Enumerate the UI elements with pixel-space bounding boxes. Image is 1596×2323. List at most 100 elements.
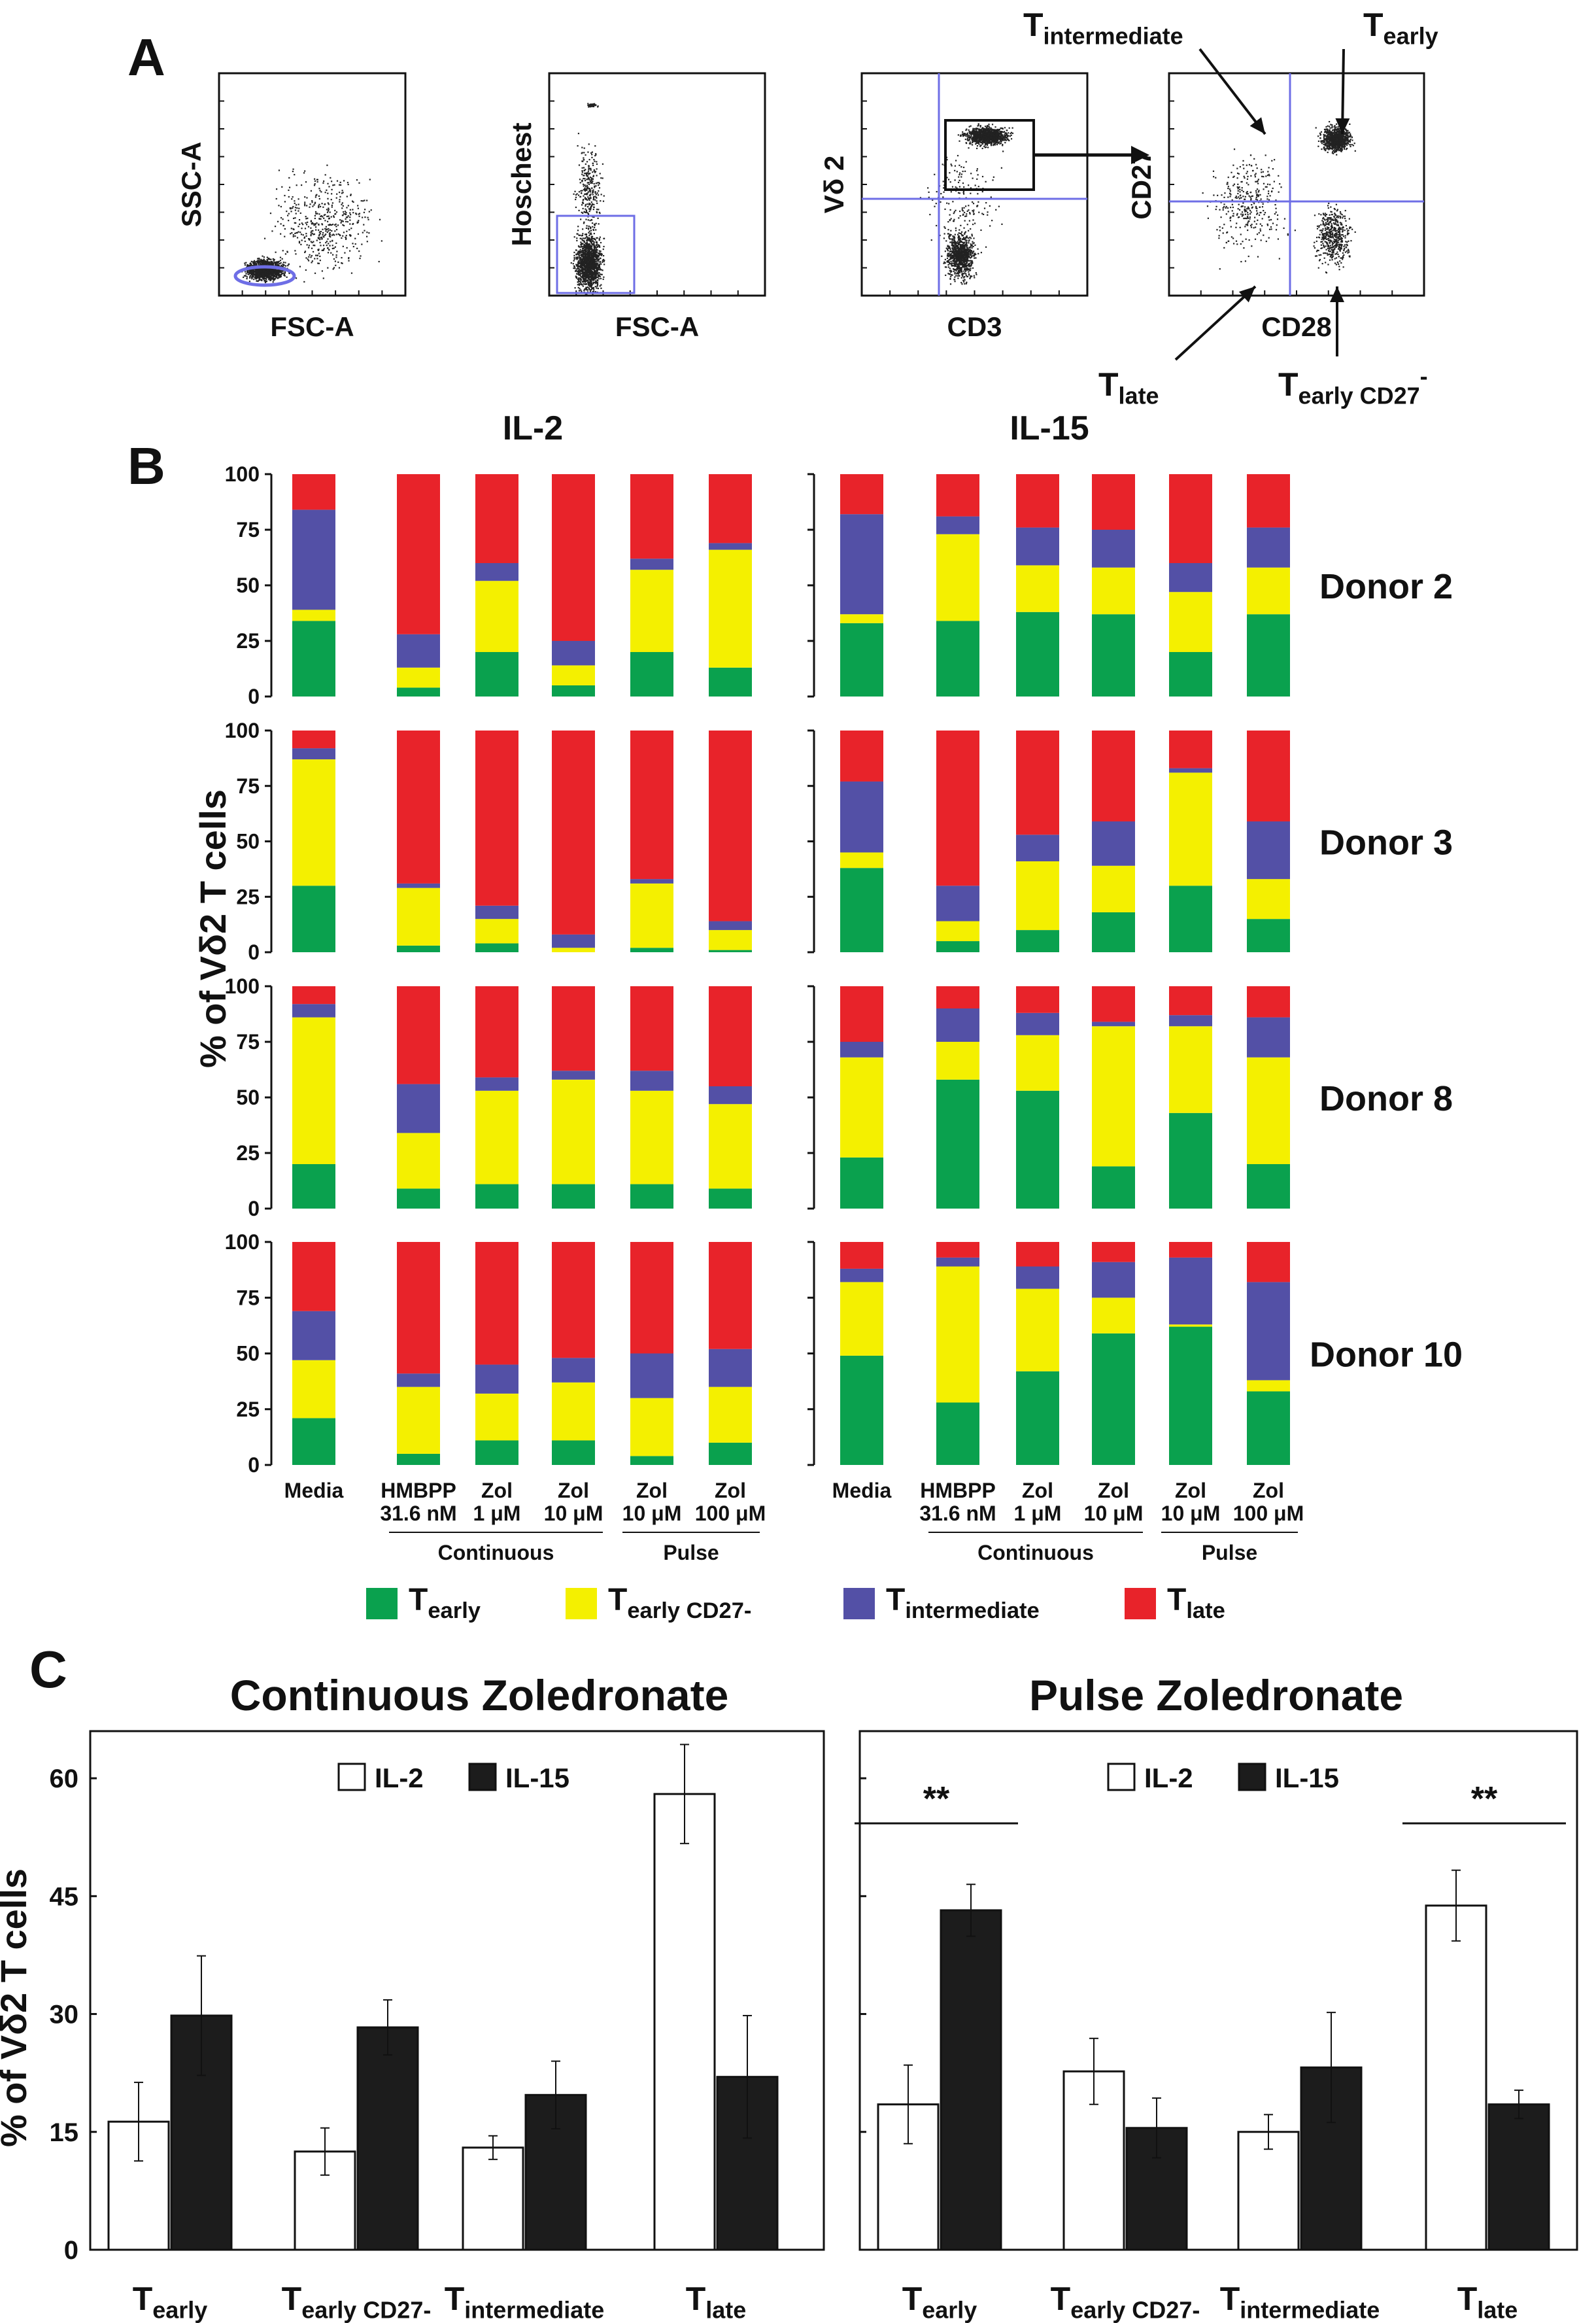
event-dot [352,201,354,203]
event-dot [596,168,598,170]
event-dot [283,274,286,276]
event-dot [596,268,599,271]
event-dot [583,273,585,275]
event-dot [288,189,290,191]
event-dot [318,198,320,200]
event-dot [268,269,270,271]
event-dot [603,264,605,266]
event-dot [311,262,313,264]
event-dot [597,217,599,219]
event-dot [583,241,585,243]
event-dot [322,249,324,251]
event-dot [590,263,592,265]
event-dot [265,262,267,264]
event-dot [358,215,360,217]
event-dot [259,274,261,276]
event-dot [589,105,591,107]
event-dot [314,180,316,182]
event-dot [277,261,279,263]
event-dot [581,254,583,256]
event-dot [248,271,250,273]
event-dot [304,228,307,230]
event-dot [975,253,977,256]
event-dot [592,290,595,292]
event-dot [980,144,982,146]
event-dot [580,190,582,192]
event-dot [976,128,978,130]
event-dot [591,262,593,264]
event-dot [579,274,581,277]
event-dot [347,183,349,186]
event-dot [585,163,586,165]
event-dot [987,142,989,144]
event-dot [982,140,984,142]
event-dot [356,179,358,181]
event-dot [575,264,577,266]
event-dot [358,250,360,252]
event-dot [263,277,265,279]
event-dot [987,140,989,142]
event-dot [592,175,595,177]
event-dot [995,136,997,138]
event-dot [994,126,996,128]
event-dot [318,235,320,237]
event-dot [1006,136,1008,139]
event-dot [578,260,580,262]
event-dot [1000,138,1003,140]
event-dot [277,264,279,266]
event-dot [993,136,995,138]
event-dot [594,252,596,255]
event-dot [585,237,586,239]
event-dot [598,182,600,184]
event-dot [349,216,351,218]
event-dot [586,272,588,274]
event-dot [284,235,286,237]
event-dot [284,262,286,264]
event-dot [323,180,325,182]
event-dot [974,244,976,246]
event-dot [592,105,594,107]
event-dot [592,192,594,194]
event-dot [979,145,981,147]
event-dot [969,236,971,238]
event-dot [590,270,593,272]
event-dot [577,264,579,266]
event-dot [368,232,370,234]
event-dot [592,273,594,275]
event-dot [296,184,297,186]
event-dot [981,129,984,132]
event-dot [325,226,327,228]
event-dot [294,207,297,209]
event-dot [599,269,601,271]
event-dot [331,181,333,182]
event-dot [586,276,588,279]
event-dot [582,258,584,260]
event-dot [258,263,260,265]
event-dot [573,266,576,267]
event-dot [593,238,596,240]
event-dot [582,237,584,239]
event-dot [581,243,583,245]
event-dot [586,182,588,184]
event-dot [977,124,979,126]
event-dot [321,224,324,226]
event-dot [329,224,331,226]
event-dot [580,273,582,275]
event-dot [320,245,322,247]
event-dot [280,270,282,272]
event-dot [252,269,254,271]
event-dot [294,232,296,234]
event-dot [587,191,589,193]
event-dot [577,271,579,273]
event-dot [280,273,282,275]
event-dot [970,131,972,133]
event-dot [282,224,284,227]
event-dot [596,269,598,272]
event-dot [585,270,586,273]
event-dot [320,215,322,217]
event-dot [965,275,967,277]
event-dot [585,288,587,290]
event-dot [966,137,969,139]
event-dot [594,196,596,198]
event-dot [330,199,332,201]
